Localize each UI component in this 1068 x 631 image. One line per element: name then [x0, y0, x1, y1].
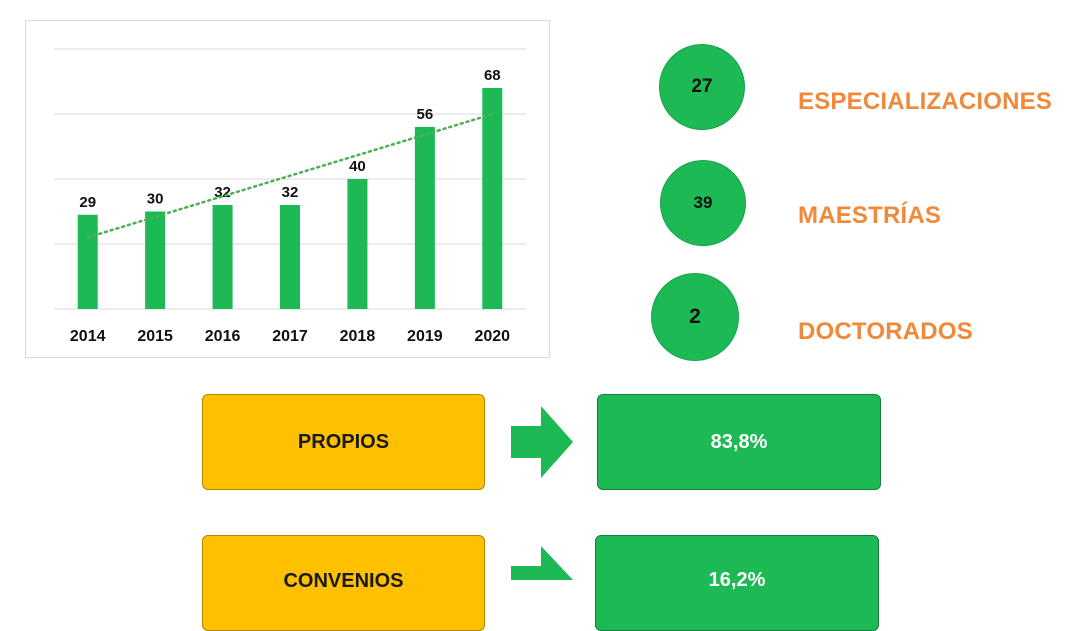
data-label-2018: 40 [349, 158, 366, 175]
count-circle-doctorados: 2 [651, 273, 739, 361]
x-tick-2014: 2014 [70, 328, 106, 345]
count-maestrias: 39 [693, 193, 713, 212]
propios-percent: 83,8% [710, 430, 768, 453]
x-tick-2017: 2017 [272, 328, 308, 345]
data-label-2017: 32 [282, 184, 299, 201]
count-especializaciones: 27 [691, 76, 713, 97]
propios-percent-box: 83,8% [597, 394, 881, 490]
arrow-right-icon [511, 406, 573, 478]
label-especializaciones: ESPECIALIZACIONES [798, 88, 1053, 115]
x-tick-2018: 2018 [340, 328, 376, 345]
chart-svg: 29 2014 30 2015 32 2016 32 2017 40 2018 56 2019 68 20… [54, 48, 526, 345]
label-maestrias: MAESTRÍAS [798, 202, 942, 229]
data-label-2019: 56 [417, 106, 434, 123]
bar-2020 [482, 88, 503, 309]
data-label-2020: 68 [484, 67, 501, 84]
programs-bar-chart: 29 2014 30 2015 32 2016 32 2017 40 2018 56 2019 68 20… [25, 20, 550, 358]
bar-2019 [414, 127, 435, 309]
x-tick-2015: 2015 [137, 328, 173, 345]
count-circle-especializaciones: 27 [659, 44, 745, 130]
bar-2016 [212, 205, 233, 309]
data-label-2016: 32 [214, 184, 231, 201]
data-label-2014: 29 [79, 194, 96, 211]
propios-label: PROPIOS [297, 430, 390, 453]
data-label-2015: 30 [147, 191, 164, 208]
x-tick-2019: 2019 [407, 328, 443, 345]
convenios-box: CONVENIOS [202, 535, 485, 631]
x-tick-2020: 2020 [474, 328, 510, 345]
propios-box: PROPIOS [202, 394, 485, 490]
bar-2018 [347, 179, 368, 309]
label-doctorados: DOCTORADOS [798, 318, 973, 345]
convenios-percent: 16,2% [708, 569, 766, 591]
count-circle-maestrias: 39 [660, 160, 746, 246]
convenios-percent-box: 16,2% [595, 535, 879, 631]
x-tick-2016: 2016 [205, 328, 241, 345]
trendline [86, 112, 494, 239]
convenios-label: CONVENIOS [283, 570, 404, 592]
bar-2014 [77, 214, 98, 309]
bar-2015 [145, 211, 166, 309]
count-doctorados: 2 [689, 305, 701, 328]
bar-2017 [280, 205, 300, 309]
arrow-right-icon [511, 546, 573, 580]
